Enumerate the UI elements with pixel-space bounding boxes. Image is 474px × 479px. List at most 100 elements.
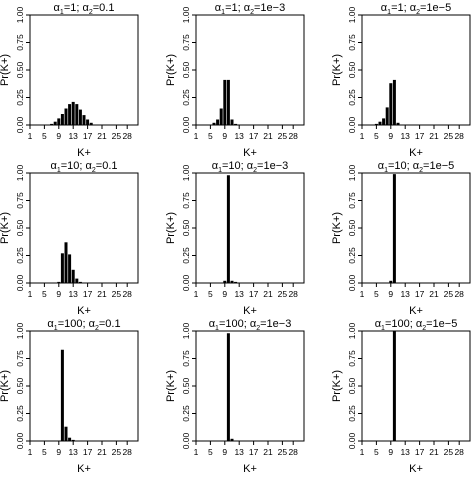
title-text: α	[47, 318, 54, 330]
x-tick-label: 13	[400, 289, 410, 299]
x-axis-label: K+	[409, 147, 423, 159]
title-text: =10; α	[222, 160, 254, 172]
x-tick-label: 21	[429, 447, 439, 457]
chart-title: α1=100; α2=1e−3	[209, 318, 292, 332]
x-tick-label: 5	[374, 447, 379, 457]
x-tick-label: 9	[56, 447, 61, 457]
y-tick-label: 0.50	[181, 377, 191, 394]
y-tick-label: 0.50	[15, 219, 25, 236]
y-tick-label: 0.00	[347, 274, 357, 291]
x-tick-label: 28	[454, 131, 464, 141]
x-tick-label: 5	[374, 131, 379, 141]
title-subscript: 1	[221, 9, 225, 16]
y-tick-label: 0.25	[181, 405, 191, 422]
y-axis-label: Pr(K+)	[331, 370, 343, 402]
chart-panel-2: α1=1; α2=1e−30.000.250.500.751.001 5 9 13 17…	[165, 2, 305, 159]
y-tick-label: 0.00	[347, 116, 357, 133]
y-tick-label: 0.00	[347, 432, 357, 449]
chart-title: α1=10; α2=0.1	[50, 160, 117, 174]
x-tick-label: 1	[28, 289, 33, 299]
title-text: =0.1	[99, 318, 121, 330]
y-tick-label: 1.00	[15, 322, 25, 339]
chart-panel-5: α1=10; α2=1e−30.000.250.500.751.001 5 9 13 1…	[165, 160, 305, 317]
y-tick-label: 1.00	[15, 164, 25, 181]
y-tick-label: 1.00	[181, 164, 191, 181]
y-tick-label: 0.50	[347, 61, 357, 78]
y-tick-label: 0.25	[347, 247, 357, 264]
title-text: =1; α	[64, 2, 90, 14]
y-tick-label: 0.25	[15, 247, 25, 264]
title-subscript: 1	[384, 167, 388, 174]
title-text: =1e−5	[420, 2, 451, 14]
title-subscript: 1	[387, 9, 391, 16]
chart-title: α1=1; α2=0.1	[54, 2, 115, 16]
title-subscript: 2	[92, 167, 96, 174]
y-tick-label: 0.25	[347, 89, 357, 106]
title-text: =0.1	[96, 160, 118, 172]
chart-title: α1=100; α2=0.1	[47, 318, 120, 332]
x-tick-label: 17	[415, 447, 425, 457]
title-subscript: 1	[218, 167, 222, 174]
x-tick-label: 5	[42, 447, 47, 457]
x-tick-label: 9	[222, 131, 227, 141]
x-axis-label: K+	[243, 463, 257, 475]
y-tick-label: 0.50	[15, 61, 25, 78]
title-text: =10; α	[61, 160, 93, 172]
title-text: =100; α	[58, 318, 96, 330]
plot-frame	[195, 14, 305, 126]
x-tick-label: 1	[194, 447, 199, 457]
x-tick-label: 25	[444, 289, 454, 299]
x-tick-label: 21	[97, 447, 107, 457]
x-tick-label: 21	[263, 289, 273, 299]
x-tick-label: 9	[222, 447, 227, 457]
y-tick-label: 0.50	[347, 219, 357, 236]
x-axis-label: K+	[243, 305, 257, 317]
y-tick-label: 0.25	[347, 405, 357, 422]
y-tick-label: 0.50	[181, 61, 191, 78]
title-text: α	[54, 2, 61, 14]
x-axis-label: K+	[409, 305, 423, 317]
x-tick-label: 13	[234, 447, 244, 457]
x-tick-label: 17	[83, 447, 93, 457]
chart-panel-3: α1=1; α2=1e−50.000.250.500.751.001 5 9 13 17…	[331, 2, 471, 159]
x-axis-label: K+	[243, 147, 257, 159]
x-tick-label: 9	[56, 131, 61, 141]
x-tick-label: 28	[288, 447, 298, 457]
title-text: =1e−3	[260, 318, 291, 330]
y-axis-label: Pr(K+)	[0, 54, 11, 86]
y-tick-label: 0.25	[15, 89, 25, 106]
x-tick-label: 1	[360, 131, 365, 141]
y-tick-label: 0.25	[15, 405, 25, 422]
chart-panel-9: α1=100; α2=1e−50.000.250.500.751.001 5 9 13…	[331, 318, 471, 475]
y-tick-label: 1.00	[347, 322, 357, 339]
x-tick-label: 5	[208, 289, 213, 299]
plot-frame	[195, 330, 305, 442]
x-tick-label: 17	[249, 131, 259, 141]
y-tick-label: 0.75	[181, 192, 191, 209]
x-tick-label: 1	[28, 447, 33, 457]
y-tick-label: 0.75	[15, 192, 25, 209]
x-tick-label: 9	[222, 289, 227, 299]
title-subscript: 2	[416, 9, 420, 16]
title-text: α	[50, 160, 57, 172]
x-tick-label: 5	[374, 289, 379, 299]
chart-title: α1=100; α2=1e−5	[375, 318, 458, 332]
chart-title: α1=1; α2=1e−3	[215, 2, 285, 16]
y-tick-label: 0.75	[181, 34, 191, 51]
x-tick-label: 1	[194, 131, 199, 141]
y-axis-label: Pr(K+)	[331, 54, 343, 86]
x-tick-label: 25	[278, 289, 288, 299]
plot-frame	[29, 14, 139, 126]
y-tick-label: 0.00	[15, 432, 25, 449]
x-tick-label: 25	[444, 447, 454, 457]
title-subscript: 1	[215, 325, 219, 332]
x-tick-label: 28	[454, 447, 464, 457]
title-text: =0.1	[93, 2, 115, 14]
x-tick-label: 9	[388, 289, 393, 299]
title-subscript: 1	[381, 325, 385, 332]
x-tick-label: 21	[97, 131, 107, 141]
title-text: α	[381, 2, 388, 14]
y-tick-label: 0.75	[347, 34, 357, 51]
title-text: =1; α	[391, 2, 417, 14]
